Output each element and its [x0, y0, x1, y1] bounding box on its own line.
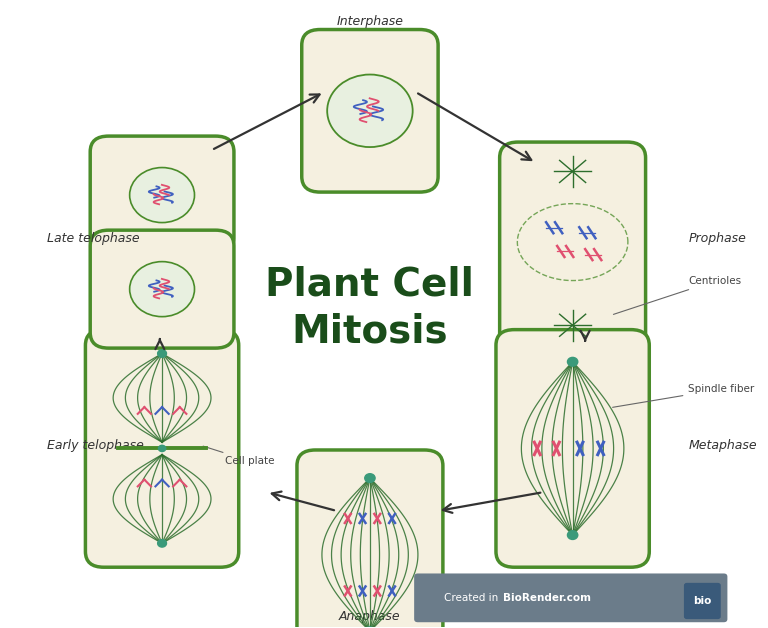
Circle shape — [568, 357, 578, 366]
FancyBboxPatch shape — [684, 583, 721, 619]
Text: Anaphase: Anaphase — [339, 610, 401, 624]
Circle shape — [130, 262, 194, 317]
Circle shape — [130, 168, 194, 222]
Circle shape — [365, 474, 375, 482]
Text: Centrioles: Centrioles — [614, 276, 741, 315]
Text: Created in: Created in — [444, 593, 502, 603]
Text: BioRender.com: BioRender.com — [502, 593, 591, 603]
Circle shape — [157, 350, 167, 357]
Text: Prophase: Prophase — [688, 232, 746, 246]
FancyBboxPatch shape — [496, 330, 649, 567]
FancyBboxPatch shape — [414, 573, 727, 622]
Circle shape — [365, 627, 375, 628]
Text: Late telophase: Late telophase — [47, 232, 140, 246]
Text: Plant Cell
Mitosis: Plant Cell Mitosis — [266, 265, 475, 350]
Text: Cell plate: Cell plate — [204, 446, 275, 466]
Circle shape — [568, 531, 578, 539]
FancyBboxPatch shape — [85, 330, 239, 567]
FancyBboxPatch shape — [90, 230, 234, 348]
FancyBboxPatch shape — [90, 136, 234, 254]
Text: Spindle fiber: Spindle fiber — [613, 384, 755, 408]
Circle shape — [158, 445, 166, 452]
Text: bio: bio — [694, 596, 711, 606]
Text: Metaphase: Metaphase — [688, 439, 757, 452]
Text: Interphase: Interphase — [336, 15, 403, 28]
FancyBboxPatch shape — [500, 142, 646, 355]
FancyBboxPatch shape — [297, 450, 443, 628]
Circle shape — [157, 539, 167, 547]
FancyBboxPatch shape — [302, 30, 438, 192]
Text: Early telophase: Early telophase — [47, 439, 144, 452]
Circle shape — [327, 75, 412, 147]
